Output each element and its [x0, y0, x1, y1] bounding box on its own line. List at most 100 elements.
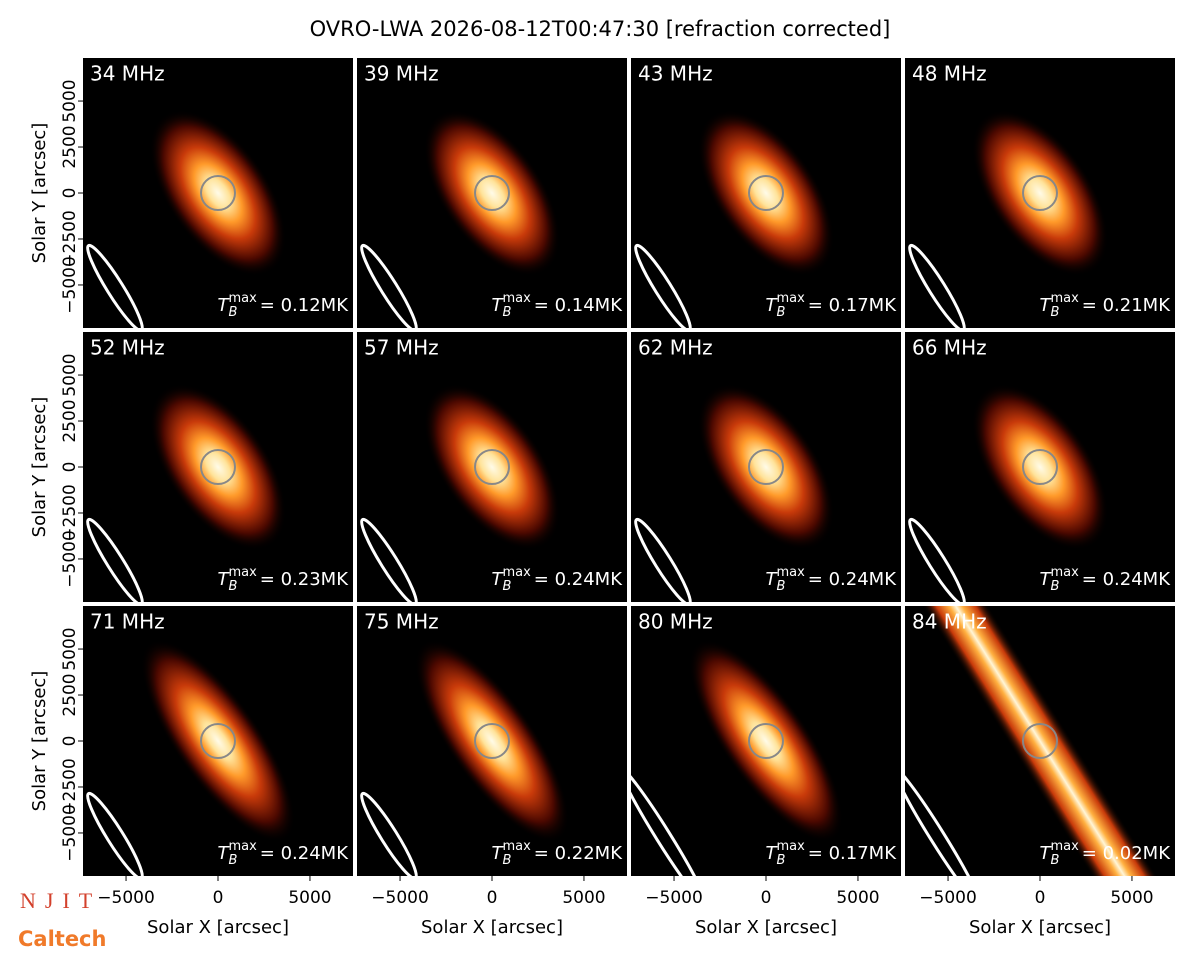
annotation-text: = 0.12MK — [260, 295, 349, 316]
panel-label: 48 MHz — [912, 62, 987, 86]
beam — [360, 243, 418, 328]
emission — [697, 110, 835, 276]
panel-label: 84 MHz — [912, 610, 987, 634]
annotation: TBmax = 0.21MK — [1040, 291, 1172, 320]
beam — [360, 791, 418, 876]
annotation-text: = 0.17MK — [808, 843, 897, 864]
panel-label: 66 MHz — [912, 336, 987, 360]
solar-disk — [200, 723, 236, 759]
annotation-sup: max — [228, 291, 257, 306]
beam — [908, 517, 966, 602]
panel-label: 57 MHz — [364, 336, 439, 360]
annotation-symbol: T — [766, 843, 779, 864]
annotation-symbol: T — [492, 843, 505, 864]
solar-disk — [1022, 449, 1058, 485]
y-tick-label: −2500 — [60, 210, 80, 268]
emission — [423, 384, 561, 550]
annotation-symbol: T — [766, 295, 779, 316]
x-tick-label: 0 — [761, 888, 772, 908]
y-tick-label: 0 — [60, 188, 80, 199]
annotation-text: = 0.24MK — [534, 569, 623, 590]
annotation-sub: B — [777, 305, 786, 320]
panel — [631, 332, 901, 602]
logo: Caltech — [18, 927, 106, 951]
y-tick-label: 0 — [60, 736, 80, 747]
panel-label: 34 MHz — [90, 62, 165, 86]
solar-disk — [200, 449, 236, 485]
panel — [631, 606, 901, 876]
solar-disk — [748, 175, 784, 211]
annotation-text: = 0.22MK — [534, 843, 623, 864]
panel-label: 43 MHz — [638, 62, 713, 86]
panel-label: 71 MHz — [90, 610, 165, 634]
annotation: TBmax = 0.24MK — [766, 565, 898, 594]
emission — [149, 110, 287, 276]
emission — [415, 639, 569, 843]
solar-disk — [1022, 723, 1058, 759]
annotation-sup: max — [1050, 839, 1079, 854]
emission — [149, 384, 287, 550]
logo: NJIT — [20, 888, 101, 913]
x-tick-label: 0 — [1035, 888, 1046, 908]
solar-disk — [748, 449, 784, 485]
panel-label: 62 MHz — [638, 336, 713, 360]
annotation-sub: B — [1051, 305, 1060, 320]
beam — [634, 243, 692, 328]
annotation-symbol: T — [218, 843, 231, 864]
panel — [631, 58, 901, 328]
panel-label: 52 MHz — [90, 336, 165, 360]
emission — [141, 639, 295, 843]
annotation-sub: B — [229, 853, 238, 868]
y-tick-label: 5000 — [60, 353, 80, 396]
beam — [908, 243, 966, 328]
y-axis-label: Solar Y [arcsec] — [29, 397, 50, 538]
solar-disk — [200, 175, 236, 211]
y-tick-label: 2500 — [60, 399, 80, 442]
annotation-text: = 0.02MK — [1082, 843, 1171, 864]
annotation-text: = 0.23MK — [260, 569, 349, 590]
annotation-sup: max — [776, 839, 805, 854]
y-tick-label: 0 — [60, 462, 80, 473]
beam — [86, 517, 144, 602]
x-tick-label: −5000 — [919, 888, 977, 908]
annotation-text: = 0.24MK — [808, 569, 897, 590]
panel-label: 39 MHz — [364, 62, 439, 86]
solar-disk — [1022, 175, 1058, 211]
figure-title: OVRO-LWA 2026-08-12T00:47:30 [refraction… — [310, 17, 891, 41]
solar-disk — [748, 723, 784, 759]
annotation-symbol: T — [1040, 843, 1053, 864]
y-tick-label: 5000 — [60, 79, 80, 122]
x-tick-label: 5000 — [836, 888, 879, 908]
x-axis-label: Solar X [arcsec] — [421, 917, 563, 938]
annotation-text: = 0.24MK — [260, 843, 349, 864]
annotation-symbol: T — [1040, 569, 1053, 590]
x-tick-label: −5000 — [645, 888, 703, 908]
emission — [423, 110, 561, 276]
beam — [905, 766, 982, 876]
annotation: TBmax = 0.23MK — [218, 565, 350, 594]
annotation-sup: max — [502, 291, 531, 306]
annotation-sup: max — [502, 839, 531, 854]
annotation-sub: B — [777, 853, 786, 868]
annotation-sub: B — [229, 305, 238, 320]
annotation-symbol: T — [218, 295, 231, 316]
y-tick-label: −2500 — [60, 758, 80, 816]
panel — [905, 606, 1175, 876]
annotation-symbol: T — [766, 569, 779, 590]
annotation-sub: B — [777, 579, 786, 594]
annotation-sub: B — [503, 853, 512, 868]
annotation-symbol: T — [492, 295, 505, 316]
annotation-text: = 0.24MK — [1082, 569, 1171, 590]
panel — [83, 58, 353, 328]
solar-disk — [474, 175, 510, 211]
annotation-sup: max — [228, 839, 257, 854]
y-tick-label: −5000 — [60, 530, 80, 588]
annotation: TBmax = 0.17MK — [766, 839, 898, 868]
annotation-sup: max — [1050, 565, 1079, 580]
annotation-text: = 0.17MK — [808, 295, 897, 316]
panel — [357, 332, 627, 602]
y-tick-label: −5000 — [60, 256, 80, 314]
annotation: TBmax = 0.17MK — [766, 291, 898, 320]
annotation-sup: max — [228, 565, 257, 580]
